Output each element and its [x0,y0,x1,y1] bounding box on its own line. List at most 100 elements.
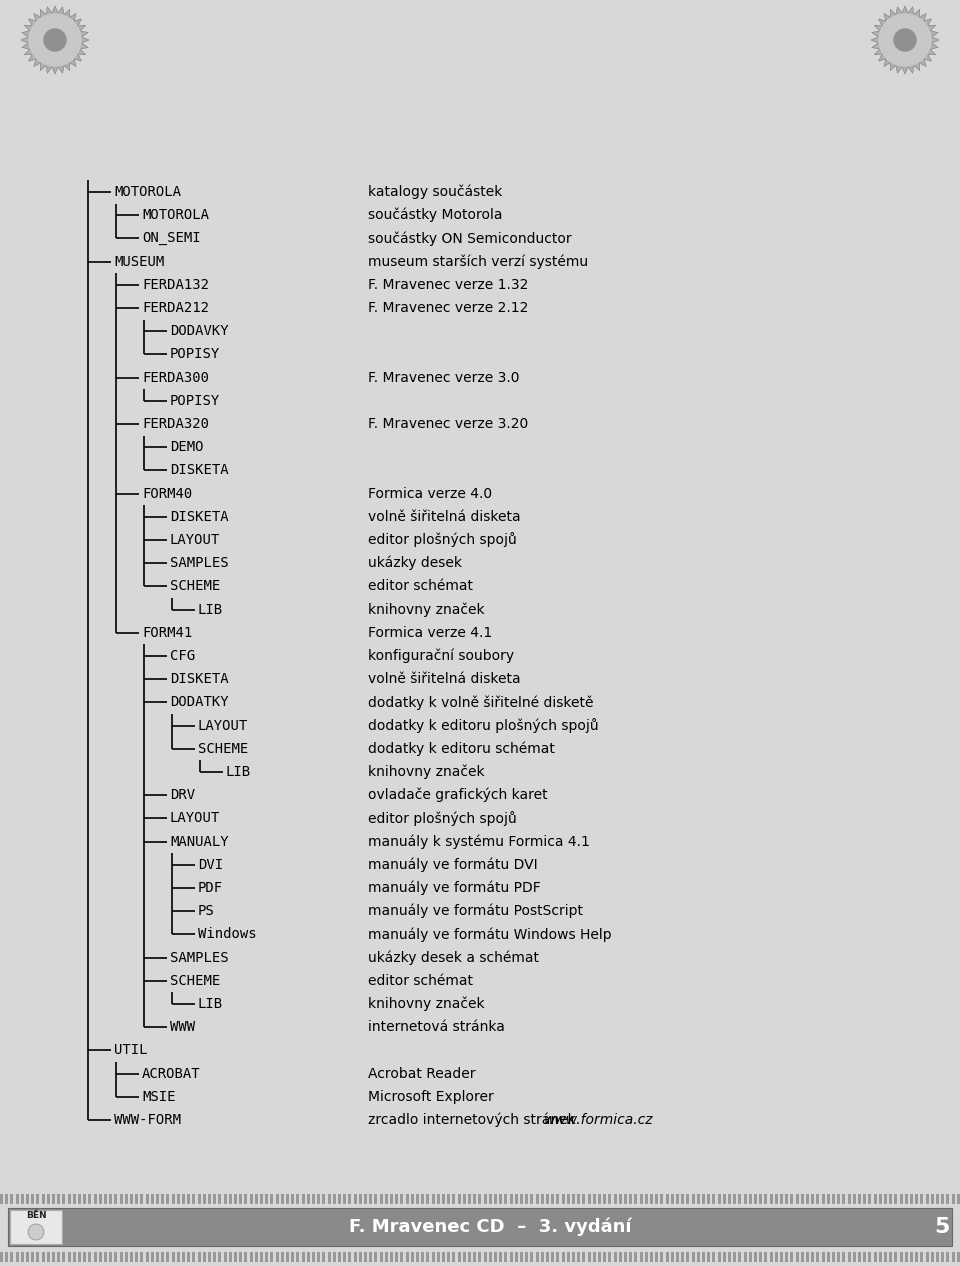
Bar [697,1252,700,1262]
Bar [889,1252,892,1262]
Bar [286,1194,289,1204]
Bar [140,1194,143,1204]
Text: 5: 5 [934,1217,949,1237]
Bar [234,1194,237,1204]
Bar [874,1194,876,1204]
Text: dodatky k volně šiřitelné disketě: dodatky k volně šiřitelné disketě [368,695,593,710]
Bar [291,1194,294,1204]
Bar [551,1252,554,1262]
Bar [280,1252,284,1262]
Bar [837,1194,840,1204]
Bar [307,1194,310,1204]
Bar [572,1252,575,1262]
Bar [297,1194,300,1204]
Bar [88,1252,91,1262]
Bar [15,1194,18,1204]
Bar [468,1194,471,1204]
Bar [0,1252,3,1262]
Bar [852,1194,855,1204]
Bar [109,1252,112,1262]
Bar [572,1194,575,1204]
Bar [245,1194,248,1204]
Bar [764,1194,767,1204]
Bar [660,1194,663,1204]
Bar [426,1194,429,1204]
Bar [754,1194,757,1204]
Bar [10,1210,62,1244]
Bar [8,1208,952,1246]
Bar [609,1252,612,1262]
Bar [250,1194,252,1204]
Bar [936,1194,939,1204]
Bar [759,1252,762,1262]
Circle shape [879,14,931,66]
Text: Microsoft Explorer: Microsoft Explorer [368,1090,493,1104]
Bar [21,1252,24,1262]
Bar [396,1194,398,1204]
Bar [863,1252,866,1262]
Bar [379,1252,383,1262]
Bar [458,1252,461,1262]
Text: F. Mravenec verze 2.12: F. Mravenec verze 2.12 [368,301,528,315]
Bar [702,1252,705,1262]
Bar [26,1252,29,1262]
Bar [353,1252,356,1262]
Polygon shape [871,6,939,73]
Bar [816,1194,820,1204]
Bar [432,1194,435,1204]
Bar [910,1252,913,1262]
Circle shape [29,14,81,66]
Bar [728,1194,731,1204]
Text: dodatky k editoru plošných spojů: dodatky k editoru plošných spojů [368,718,599,733]
Bar [562,1194,564,1204]
Bar [452,1194,455,1204]
Bar [562,1252,564,1262]
Circle shape [44,29,66,51]
Bar [904,1194,908,1204]
Bar [843,1194,846,1204]
Bar [759,1194,762,1204]
Bar [941,1194,945,1204]
Bar [333,1252,336,1262]
Bar [613,1194,616,1204]
Bar [73,1252,76,1262]
Bar [744,1252,747,1262]
Bar [780,1194,783,1204]
Bar [11,1194,13,1204]
Bar [297,1252,300,1262]
Text: FERDA320: FERDA320 [142,417,209,430]
Text: DODATKY: DODATKY [170,695,228,709]
Bar [15,1252,18,1262]
Bar [738,1194,741,1204]
Bar [140,1252,143,1262]
Bar [473,1252,476,1262]
Text: PDF: PDF [198,881,223,895]
Bar [239,1252,242,1262]
Bar [224,1252,227,1262]
Bar [104,1252,107,1262]
Bar [645,1252,648,1262]
Text: součástky ON Semiconductor: součástky ON Semiconductor [368,232,571,246]
Text: ukázky desek: ukázky desek [368,556,462,571]
Bar [463,1194,466,1204]
Bar [566,1252,570,1262]
Bar [895,1252,898,1262]
Bar [895,1194,898,1204]
Bar [52,1194,55,1204]
Bar [224,1194,227,1204]
Bar [208,1194,211,1204]
Bar [41,1194,44,1204]
Bar [588,1194,590,1204]
Bar [494,1194,497,1204]
Bar [406,1194,409,1204]
Bar [770,1252,773,1262]
Bar [151,1252,154,1262]
Bar [307,1252,310,1262]
Text: F. Mravenec verze 3.0: F. Mravenec verze 3.0 [368,371,519,385]
Bar [166,1252,169,1262]
Bar [135,1252,138,1262]
Bar [78,1194,81,1204]
Bar [676,1252,679,1262]
Bar [790,1252,793,1262]
Bar [822,1252,825,1262]
